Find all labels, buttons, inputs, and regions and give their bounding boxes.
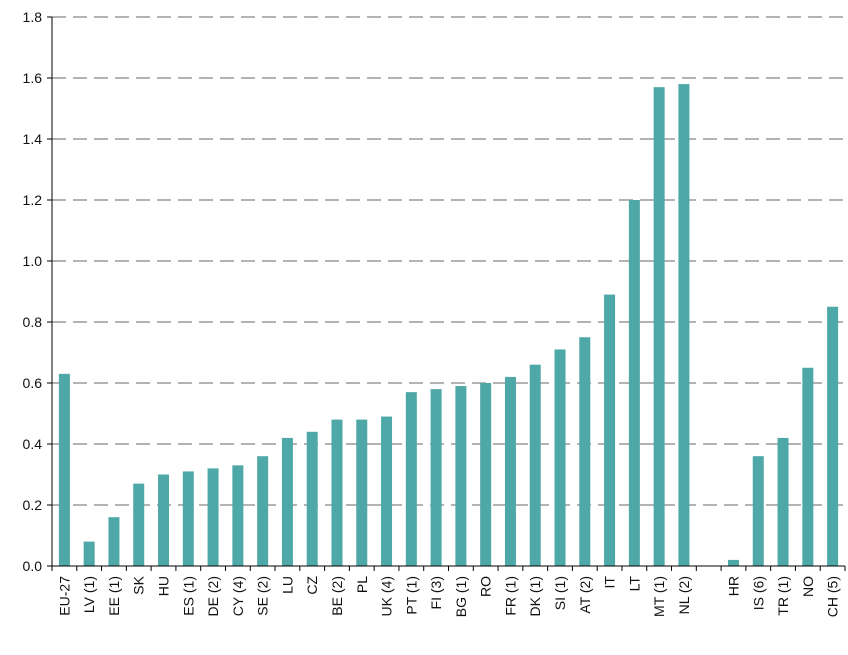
y-tick-label: 0.4 — [23, 436, 43, 452]
x-tick-label: UK (4) — [379, 576, 395, 616]
x-tick-label: SE (2) — [255, 576, 271, 616]
bar-at-2- — [579, 337, 591, 566]
bar-it — [604, 294, 616, 566]
x-tick-label: BG (1) — [453, 576, 469, 617]
x-tick-label: CH (5) — [825, 576, 841, 617]
x-tick-label: CY (4) — [230, 576, 246, 616]
gridlines — [52, 16, 845, 506]
x-tick-label: PL — [354, 576, 370, 593]
x-tick-label: FR (1) — [502, 576, 518, 616]
bar-lv-1- — [83, 541, 95, 566]
bar-si-1- — [554, 349, 566, 566]
bar-se-2- — [257, 456, 269, 566]
x-tick-label: LT — [626, 576, 642, 592]
x-tick-label: DE (2) — [205, 576, 221, 616]
bar-ee-1- — [108, 517, 120, 566]
x-tick-label: LV (1) — [81, 576, 97, 613]
x-tick-label: MT (1) — [651, 576, 667, 617]
x-tick-label: DK (1) — [527, 576, 543, 616]
bar-lt — [628, 200, 640, 566]
bar-uk-4- — [381, 416, 393, 566]
bar-is-6- — [752, 456, 764, 566]
x-tick-label: LU — [279, 576, 295, 594]
x-tick-label: SK — [131, 575, 147, 594]
bar-es-1- — [182, 471, 194, 566]
bar-sk — [133, 483, 145, 566]
bar-mt-1- — [653, 87, 665, 567]
x-tick-label: IT — [602, 576, 618, 589]
x-tick-label: EU-27 — [56, 576, 72, 616]
x-tick-label: NL (2) — [676, 576, 692, 614]
bar-pl — [356, 419, 368, 566]
y-tick-label: 0.0 — [23, 558, 43, 574]
x-tick-labels: EU-27 LV (1) EE (1) SK HU ES (1) DE (2) CY (4) S… — [56, 575, 840, 617]
bar-de-2- — [207, 468, 219, 566]
bar-ch-5- — [827, 306, 839, 566]
y-tick-label: 0.6 — [23, 375, 43, 391]
x-tick-label: IS (6) — [750, 576, 766, 610]
y-tick-label: 1.4 — [23, 131, 43, 147]
bar-dk-1- — [529, 364, 541, 566]
y-tick-labels: 0.0 0.2 0.4 0.6 0.8 1.0 1.2 1.4 1.6 1.8 — [23, 9, 43, 574]
x-tick-label: NO — [800, 576, 816, 597]
bar-pt-1- — [405, 392, 417, 566]
x-tick-label: FI (3) — [428, 576, 444, 609]
x-tick-label: PT (1) — [403, 576, 419, 615]
y-tick-label: 1.2 — [23, 192, 43, 208]
bar-eu-27 — [58, 373, 70, 566]
bar-cy-4- — [232, 465, 244, 566]
x-tick-label: SI (1) — [552, 576, 568, 610]
bar-ro — [480, 383, 492, 566]
bar-fr-1- — [504, 376, 516, 566]
bar-lu — [281, 437, 293, 566]
x-tick-label: ES (1) — [180, 576, 196, 616]
bar-hu — [158, 474, 170, 566]
bar-fi-3- — [430, 389, 442, 566]
y-tick-label: 0.2 — [23, 497, 43, 513]
bar-tr-1- — [777, 437, 789, 566]
x-tick-label: RO — [478, 576, 494, 597]
x-tick-label: AT (2) — [577, 576, 593, 614]
bar-bg-1- — [455, 386, 467, 566]
bar-nl-2- — [678, 84, 690, 566]
y-tick-label: 1.8 — [23, 9, 43, 25]
y-tick-label: 1.0 — [23, 253, 43, 269]
y-tick-label: 1.6 — [23, 70, 43, 86]
x-tick-label: HR — [725, 576, 741, 596]
x-tick-label: BE (2) — [329, 576, 345, 616]
x-tick-label: CZ — [304, 576, 320, 595]
x-tick-label: EE (1) — [106, 576, 122, 616]
axes — [47, 16, 846, 571]
bar-no — [802, 367, 814, 566]
bar-cz — [306, 431, 318, 566]
bar-hr — [727, 559, 739, 566]
bar-be-2- — [331, 419, 343, 566]
x-tick-label: TR (1) — [775, 576, 791, 616]
y-tick-label: 0.8 — [23, 314, 43, 330]
bars — [58, 84, 839, 567]
x-tick-label: HU — [156, 576, 172, 596]
